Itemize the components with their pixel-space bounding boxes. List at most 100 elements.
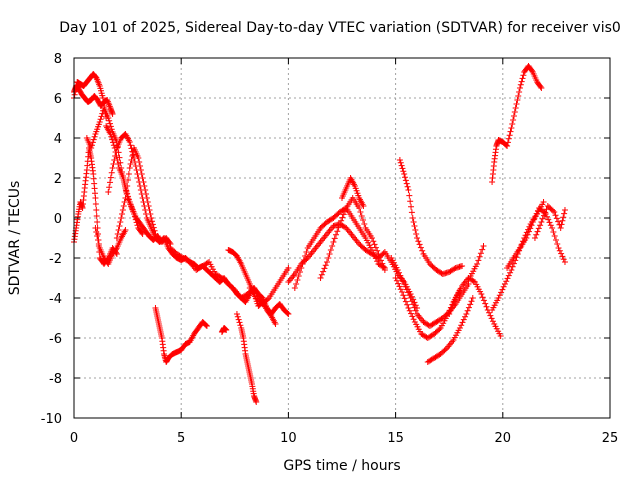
data-point: [407, 295, 414, 301]
data-point: [500, 283, 507, 290]
data-point: [106, 117, 113, 124]
data-point: [448, 304, 455, 311]
data-point: [404, 183, 411, 190]
data-point: [470, 278, 477, 285]
data-point: [408, 209, 415, 216]
data-point: [133, 219, 140, 226]
data-point: [510, 113, 517, 119]
data-point: [538, 85, 545, 91]
data-point: [360, 203, 367, 209]
data-point: [361, 221, 368, 227]
data-point: [139, 231, 146, 237]
y-tick-label: -10: [41, 412, 62, 427]
data-point: [93, 229, 100, 235]
data-point: [558, 250, 565, 257]
data-point: [554, 241, 561, 247]
data-point: [88, 145, 95, 151]
data-point: [396, 269, 403, 276]
data-point: [90, 136, 97, 143]
data-point: [415, 238, 422, 245]
data-point: [138, 229, 145, 236]
data-point: [404, 301, 411, 308]
y-tick-label: 6: [54, 92, 62, 107]
data-point: [515, 93, 522, 99]
data-point: [107, 174, 114, 181]
data-point: [528, 222, 535, 229]
y-tick-label: -8: [49, 372, 62, 387]
data-point: [203, 323, 210, 329]
data-point: [109, 165, 116, 171]
data-point: [503, 278, 510, 285]
data-point: [380, 263, 387, 270]
data-point: [100, 99, 107, 105]
data-point: [524, 231, 531, 238]
data-point: [335, 224, 342, 231]
y-tick-label: -4: [49, 292, 62, 307]
grid: [74, 58, 610, 418]
data-point: [555, 245, 562, 251]
data-point: [149, 221, 156, 228]
x-tick-label: 10: [280, 431, 297, 446]
data-point: [119, 169, 126, 175]
data-point: [151, 227, 158, 234]
data-point: [376, 254, 383, 261]
data-point: [505, 135, 512, 142]
data-point: [537, 222, 544, 229]
data-point: [488, 315, 495, 322]
data-point: [517, 81, 524, 88]
data-point: [496, 292, 503, 299]
data-point: [549, 207, 556, 214]
data-point: [489, 318, 496, 325]
data-point: [401, 171, 408, 177]
data-point: [92, 195, 99, 201]
x-tick-label: 15: [387, 431, 404, 446]
data-point: [483, 303, 490, 310]
data-point: [379, 260, 386, 267]
data-point: [112, 153, 119, 159]
data-point: [419, 247, 426, 254]
data-point: [318, 271, 325, 278]
data-point: [369, 247, 376, 253]
data-point: [504, 275, 511, 282]
data-point: [538, 219, 545, 225]
data-point: [504, 139, 511, 146]
data-point: [451, 265, 458, 272]
data-point: [462, 313, 469, 320]
data-point: [450, 301, 457, 308]
series-arc12: [218, 325, 230, 335]
data-point: [416, 241, 423, 248]
data-point: [487, 312, 494, 319]
data-point: [509, 263, 516, 270]
data-point: [303, 256, 310, 263]
data-point: [114, 144, 121, 151]
data-point: [465, 281, 472, 287]
data-point: [551, 233, 558, 239]
x-tick-label: 0: [70, 431, 78, 446]
plot-frame: [73, 57, 611, 419]
data-point: [480, 243, 487, 249]
data-point: [531, 235, 538, 241]
series-arc19: [339, 175, 367, 209]
data-point: [369, 235, 376, 241]
data-point: [118, 165, 125, 171]
data-point: [436, 326, 443, 333]
data-point: [93, 213, 100, 219]
data-point: [135, 155, 142, 161]
data-point: [397, 159, 404, 166]
data-point: [464, 307, 471, 314]
data-point: [408, 298, 415, 305]
data-point: [505, 272, 512, 279]
y-tick-label: 4: [54, 132, 62, 147]
data-point: [338, 217, 345, 224]
data-point: [285, 311, 292, 317]
data-point: [552, 212, 559, 219]
data-point: [398, 275, 405, 282]
data-point: [237, 322, 244, 329]
y-tick-label: 8: [54, 52, 62, 67]
data-point: [120, 203, 127, 209]
data-point: [114, 231, 121, 237]
data-point: [512, 105, 519, 111]
data-point: [561, 259, 568, 265]
data-point: [115, 149, 122, 156]
y-tick-label: 2: [54, 172, 62, 187]
